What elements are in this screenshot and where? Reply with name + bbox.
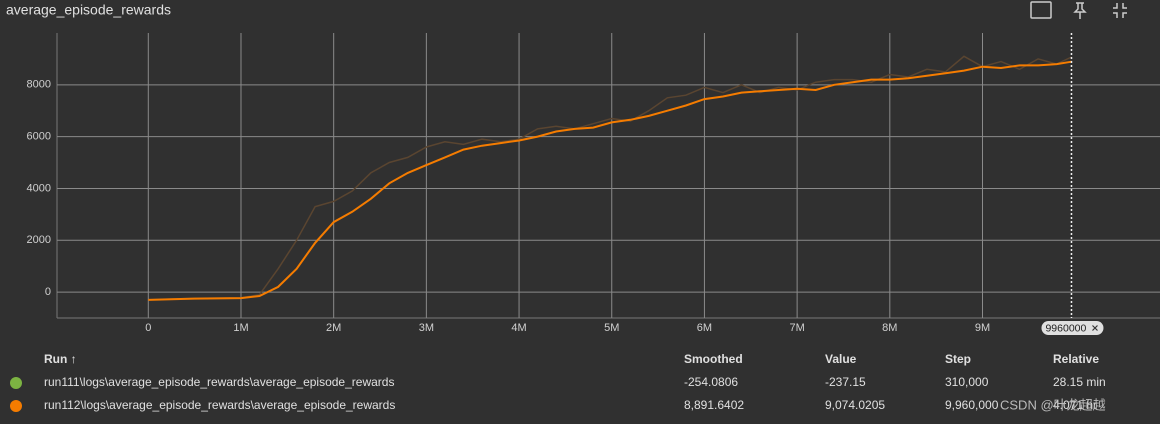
cell: 9,960,000 [945,398,999,412]
y-tick-label: 6000 [27,131,51,143]
x-tick-label: 1M [233,322,248,334]
series-line [148,55,1072,301]
y-tick-label: 8000 [27,79,51,91]
cell: -237.15 [825,375,866,389]
fit-domain-button[interactable] [1030,1,1052,19]
step-cursor-label: 9960000 [1045,322,1086,334]
cell: 310,000 [945,375,989,389]
x-tick-label: 3M [419,322,434,334]
cell: 8,891.6402 [684,398,744,412]
x-tick-label: 6M [697,322,712,334]
column-header: Run ↑ [44,352,77,366]
pin-button[interactable] [1073,2,1087,19]
run-color-dot [10,400,22,412]
y-tick-label: 0 [45,286,51,298]
cell: 4.071 hr [1053,398,1097,412]
plot: 0 2000 4000 6000 8000 0 1M 2M 3M 4M 5M 6M 7M 8M 9M 9960… [27,33,1160,335]
run-color-dot [10,377,22,389]
x-tick-label: 8M [882,322,897,334]
series-line [148,60,1072,301]
column-header: Step [945,352,971,366]
x-tick-label: 4M [511,322,526,334]
x-tick-label: 7M [789,322,804,334]
x-tick-label: 9M [975,322,990,334]
step-cursor-chip [1041,321,1104,335]
column-header: Smoothed [684,352,743,366]
x-tick-label: 0 [145,322,151,334]
column-header: Value [825,352,857,366]
cell: 9,074.0205 [825,398,885,412]
x-tick-label: 5M [604,322,619,334]
toolbar [1030,1,1127,19]
x-tick-label: 2M [326,322,341,334]
cell: -254.0806 [684,375,738,389]
step-cursor-close [1092,325,1098,331]
column-header: Relative [1053,352,1099,366]
runs-table: Run ↑ Smoothed Value Step Relative run111\log… [10,352,1106,412]
cell: 28.15 min [1053,375,1106,389]
cell: run111\logs\average_episode_rewards\aver… [44,375,394,389]
y-tick-label: 4000 [27,182,51,194]
y-tick-label: 2000 [27,234,51,246]
watermark: CSDN @叶龙超越 [1000,397,1106,412]
cell: run112\logs\average_episode_rewards\aver… [44,398,395,412]
expand-button[interactable] [1113,3,1127,18]
chart-title: average_episode_rewards [6,2,171,18]
